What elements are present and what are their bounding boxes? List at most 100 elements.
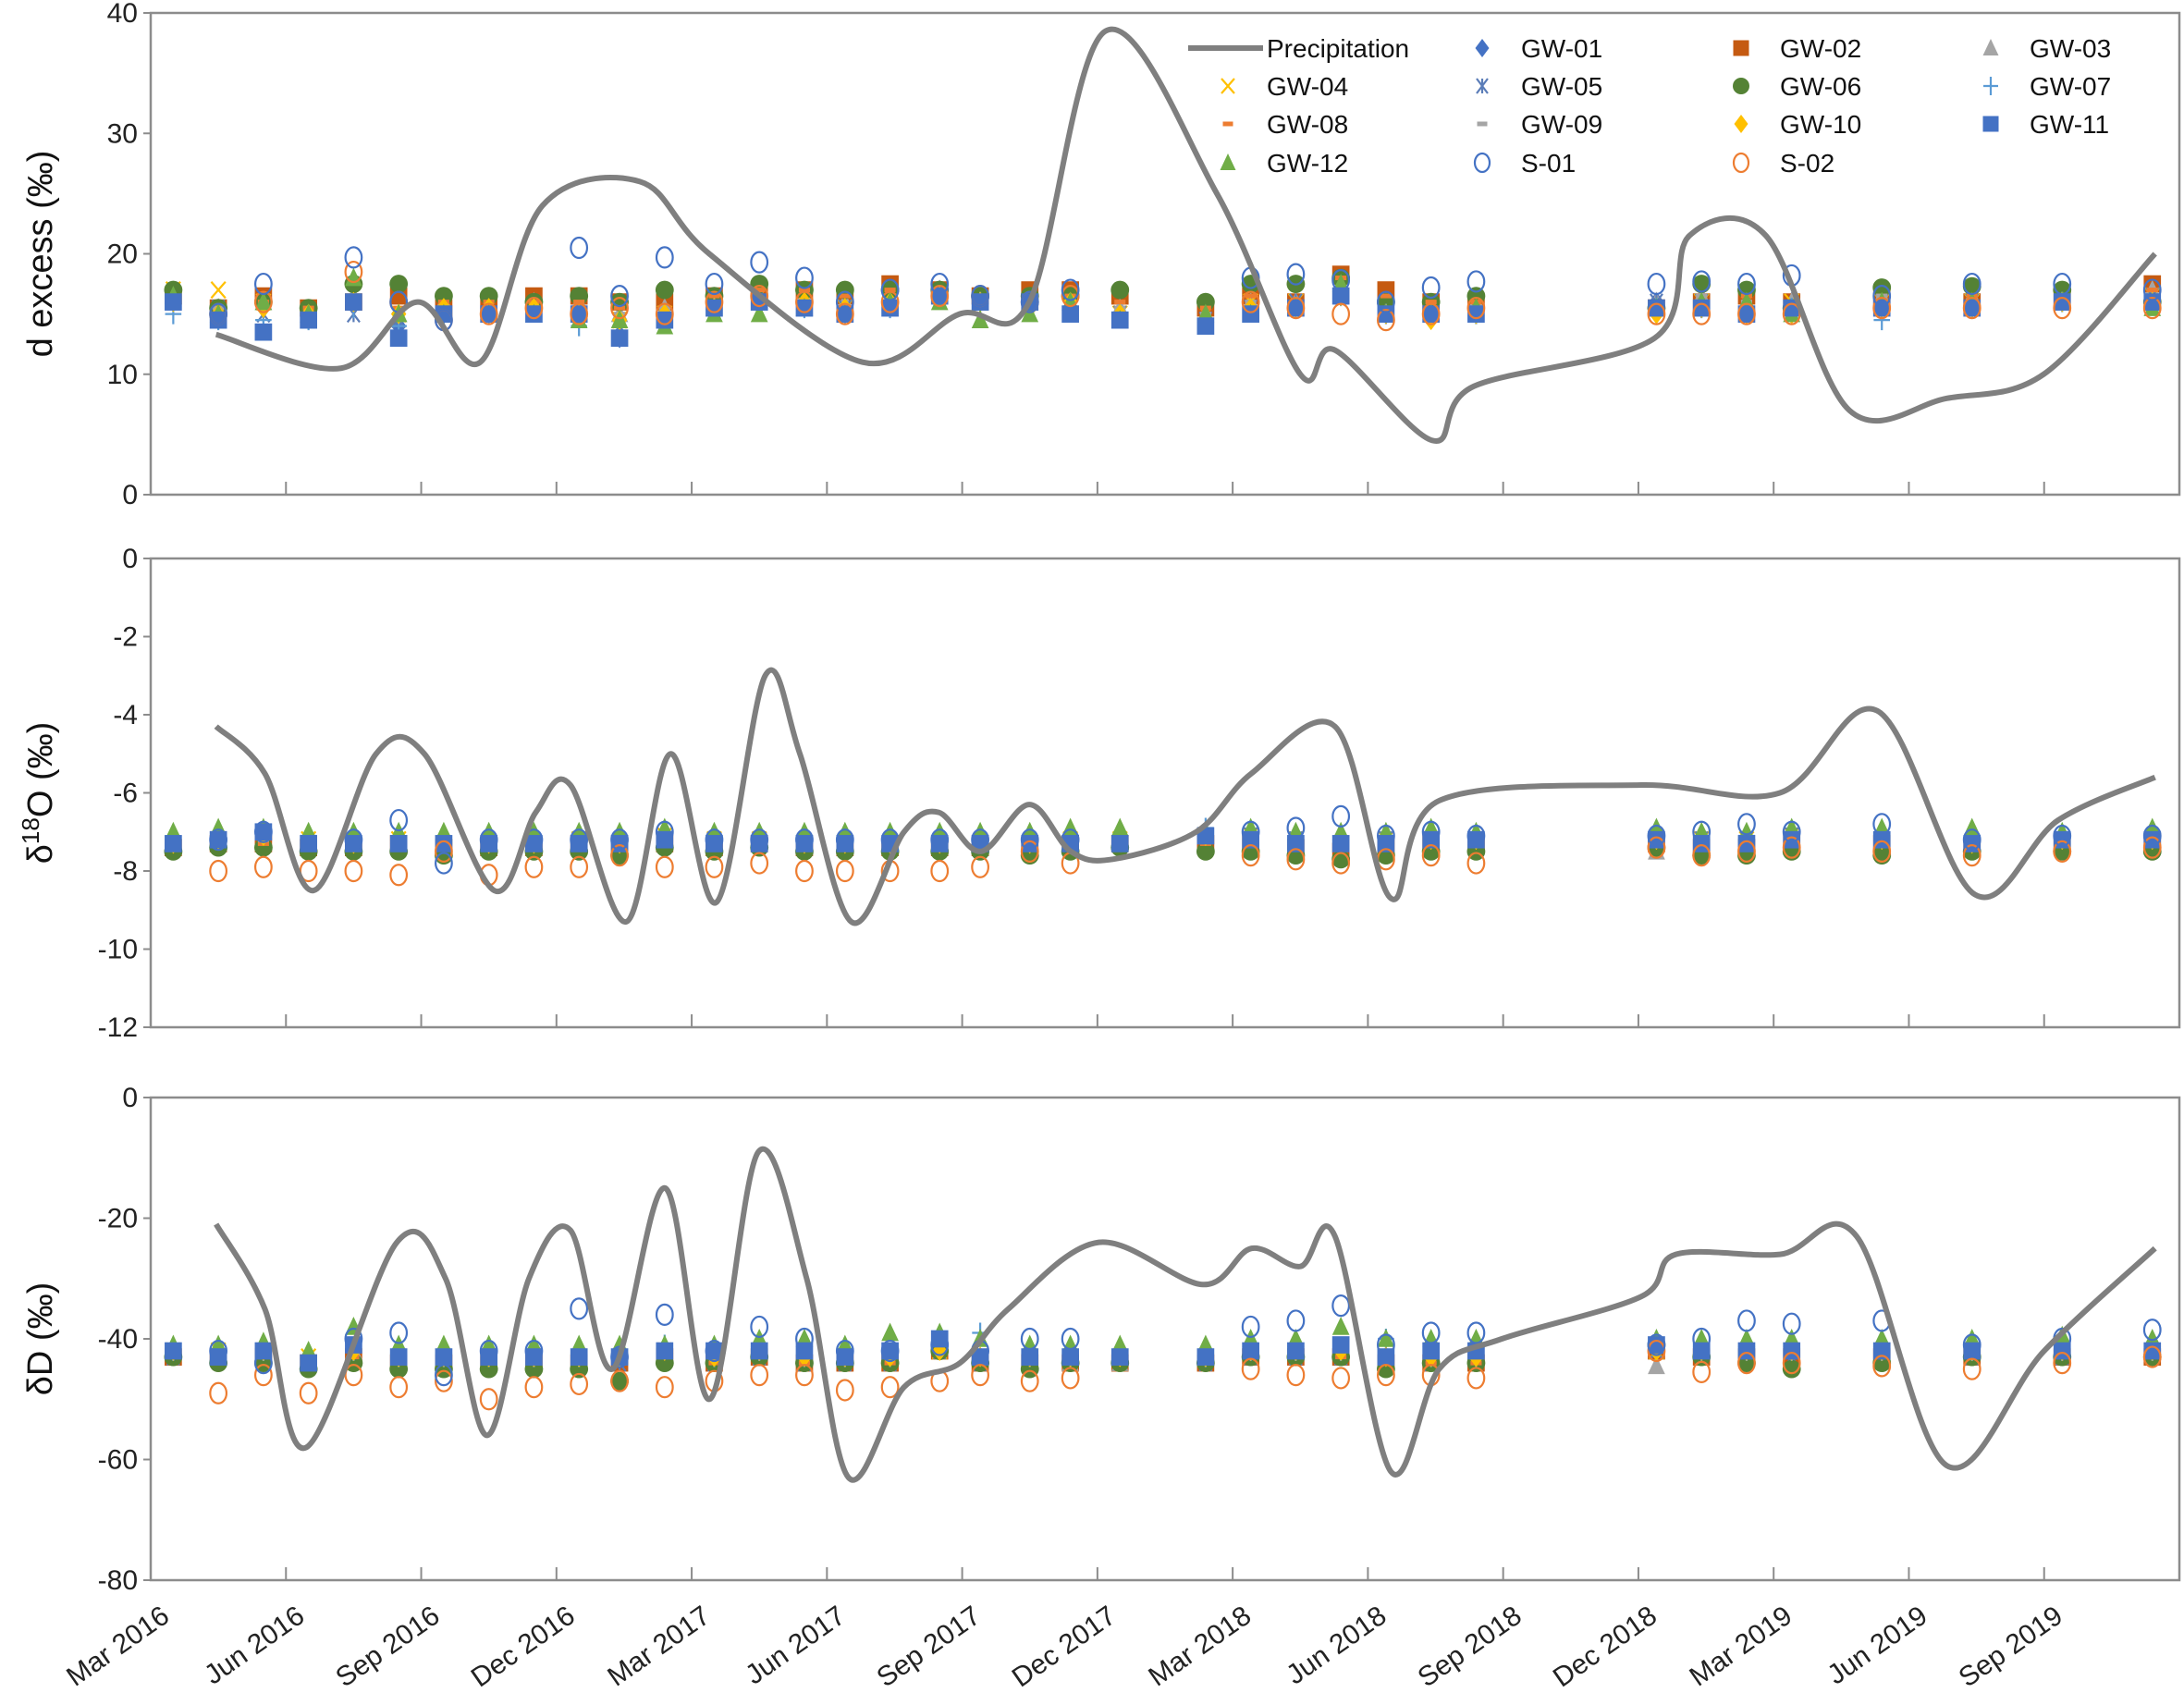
point-s-01 (930, 272, 950, 296)
point-s-02 (655, 855, 674, 878)
point-s-02 (253, 855, 273, 878)
point-s-01 (705, 272, 724, 296)
point-s-02 (2142, 297, 2162, 320)
point-s-01 (2142, 1319, 2162, 1342)
point-gw-11 (570, 1348, 588, 1366)
legend-marker-icon (1220, 153, 1236, 170)
point-s-01 (570, 236, 589, 260)
legend-marker-icon (1983, 77, 1998, 95)
point-s-01 (795, 828, 814, 852)
point-gw-11 (1287, 835, 1305, 852)
point-s-02 (835, 302, 854, 325)
legend-marker-icon (1477, 121, 1488, 127)
point-s-01 (1020, 290, 1039, 313)
x-tick-label: Dec 2017 (1007, 1601, 1122, 1694)
legend-label: S-02 (1780, 149, 1834, 178)
point-s-01 (1782, 820, 1801, 843)
legend-marker-icon (1982, 116, 1999, 132)
y-tick-label: 0 (122, 544, 138, 574)
point-s-02 (1421, 302, 1441, 325)
point-gw-11 (1737, 305, 1756, 323)
y-axis-title: δ18O (‰) (17, 722, 60, 865)
legend-item-gw-04: GW-04 (1221, 72, 1348, 101)
point-s-01 (1020, 828, 1039, 852)
point-s-02 (705, 290, 724, 313)
point-s-02 (1286, 848, 1306, 871)
point-gw-06 (655, 280, 674, 300)
legend-item-s-02: S-02 (1732, 149, 1834, 178)
point-gw-11 (1872, 1342, 1891, 1360)
point-s-01 (479, 828, 498, 852)
precipitation-line (214, 1146, 2157, 1483)
point-s-01 (655, 1303, 674, 1327)
y-tick-label: -6 (113, 779, 138, 809)
point-gw-11 (525, 305, 543, 323)
point-gw-08 (839, 293, 851, 299)
point-s-02 (795, 859, 814, 883)
point-s-01 (835, 828, 854, 852)
point-s-01 (435, 852, 453, 875)
point-gw-11 (1196, 1348, 1215, 1366)
point-s-01 (880, 1339, 900, 1363)
point-gw-11 (525, 1348, 543, 1366)
point-gw-11 (480, 1348, 498, 1366)
point-gw-11 (209, 1348, 227, 1366)
point-gw-11 (1110, 1348, 1129, 1366)
point-s-01 (2053, 272, 2072, 296)
point-gw-11 (971, 293, 989, 311)
point-s-01 (880, 278, 900, 301)
point-gw-11 (1422, 305, 1441, 323)
point-gw-11 (1422, 830, 1441, 849)
point-s-01 (253, 272, 273, 296)
point-s-01 (750, 251, 769, 274)
point-gw-12 (750, 303, 768, 323)
x-tick-label: Sep 2019 (1954, 1601, 2068, 1694)
point-gw-11 (656, 830, 674, 849)
legend-marker-icon (1734, 115, 1748, 133)
legend-item-gw-09: GW-09 (1477, 110, 1602, 139)
point-s-01 (1421, 820, 1441, 843)
point-s-02 (1466, 1367, 1486, 1390)
panel-1: 0 10 20 30 40 d excess (‰) (21, 0, 2181, 510)
point-gw-11 (610, 329, 629, 348)
point-s-02 (344, 1364, 363, 1387)
point-gw-11 (1331, 1336, 1350, 1354)
point-gw-11 (1196, 317, 1215, 335)
point-s-02 (835, 859, 854, 883)
point-gw-08 (884, 288, 896, 293)
point-s-02 (1061, 1367, 1080, 1390)
point-gw-08 (1245, 293, 1257, 299)
point-gw-11 (2143, 1342, 2162, 1360)
point-s-02 (2142, 1345, 2162, 1368)
point-s-01 (705, 828, 724, 852)
point-s-01 (1421, 1321, 1441, 1344)
point-gw-11 (300, 835, 317, 852)
point-s-01 (1061, 1327, 1080, 1351)
point-s-02 (1286, 1364, 1306, 1387)
point-s-02 (2142, 836, 2162, 859)
point-gw-06 (1110, 280, 1130, 300)
point-s-02 (835, 1379, 854, 1402)
point-gw-11 (165, 1342, 182, 1360)
point-s-01 (209, 302, 228, 325)
point-s-01 (570, 1297, 589, 1320)
point-s-02 (971, 855, 990, 878)
point-s-01 (209, 1339, 228, 1363)
point-s-02 (1331, 1367, 1351, 1390)
point-gw-11 (254, 323, 273, 341)
point-s-02 (880, 290, 900, 313)
legend-label: GW-02 (1780, 34, 1861, 63)
point-s-01 (1962, 828, 1982, 852)
point-s-01 (610, 284, 629, 308)
point-s-02 (299, 1381, 318, 1404)
point-s-02 (1466, 852, 1486, 875)
x-tick-label: Mar 2019 (1684, 1601, 1798, 1693)
point-s-02 (209, 859, 228, 883)
point-s-01 (1286, 263, 1306, 286)
point-s-02 (750, 284, 769, 308)
point-gw-08 (1425, 300, 1437, 305)
point-s-01 (971, 284, 990, 308)
point-gw-11 (656, 1342, 674, 1360)
point-s-02 (1647, 302, 1666, 325)
point-s-02 (2053, 1351, 2072, 1375)
